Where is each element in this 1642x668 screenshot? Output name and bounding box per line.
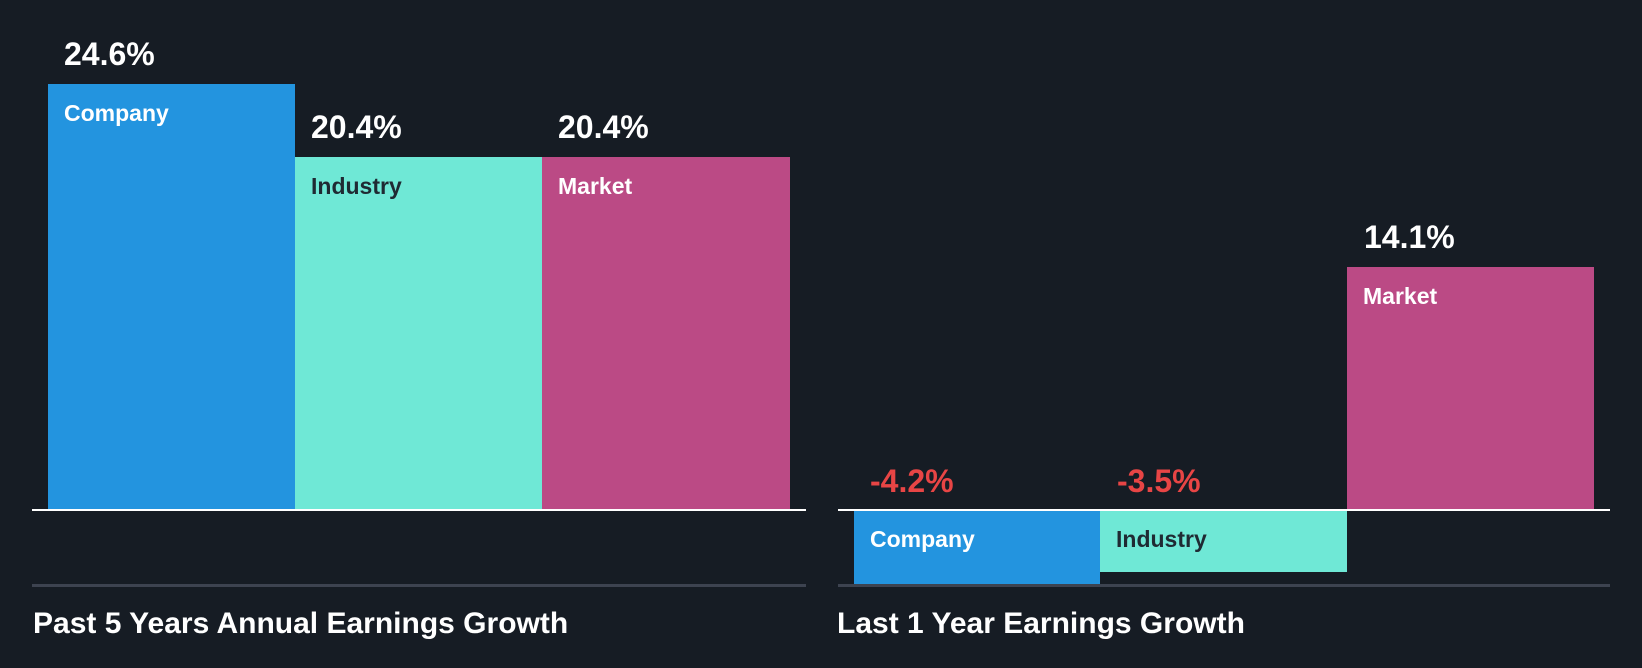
- chart-title: Last 1 Year Earnings Growth: [837, 607, 1245, 640]
- chart-title: Past 5 Years Annual Earnings Growth: [33, 607, 569, 640]
- bar-label-industry: Industry: [311, 173, 402, 199]
- value-industry: -3.5%: [1117, 463, 1201, 499]
- bar-label-company: Company: [870, 526, 975, 552]
- bar-industry: Industry: [295, 157, 542, 509]
- value-industry: 20.4%: [311, 109, 402, 145]
- value-company: 24.6%: [64, 36, 155, 72]
- bar-label-company: Company: [64, 100, 169, 126]
- value-company: -4.2%: [870, 463, 954, 499]
- zero-baseline: [32, 509, 806, 511]
- bar-market: Market: [1347, 267, 1594, 510]
- bar-industry: Industry: [1100, 510, 1347, 572]
- bar-label-market: Market: [1363, 283, 1438, 309]
- footer-divider: [32, 584, 806, 587]
- chart-past-5-years: Company 24.6% Industry 20.4% Market 20.4…: [0, 0, 820, 668]
- bar-label-market: Market: [558, 173, 633, 199]
- bar-company: Company: [854, 510, 1100, 584]
- bar-market: Market: [542, 157, 790, 509]
- bar-label-industry: Industry: [1116, 526, 1207, 552]
- value-market: 20.4%: [558, 109, 649, 145]
- zero-baseline: [838, 509, 1610, 511]
- value-market: 14.1%: [1364, 219, 1455, 255]
- bar-company: Company: [48, 84, 295, 509]
- footer-divider: [838, 584, 1610, 587]
